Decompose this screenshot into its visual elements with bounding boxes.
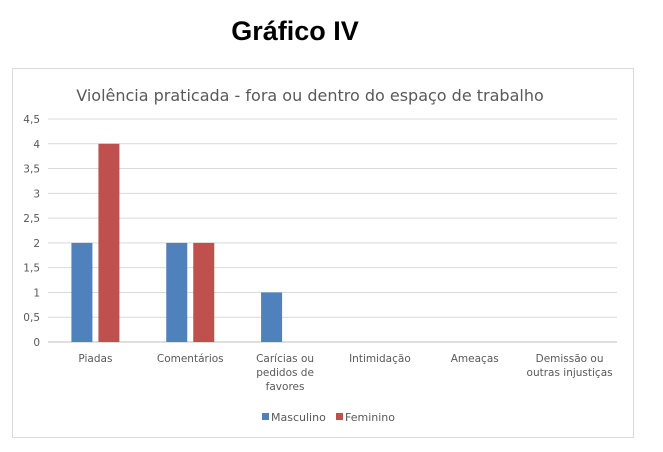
legend-swatch bbox=[336, 413, 343, 420]
legend-label: Masculino bbox=[271, 411, 326, 424]
y-tick-label: 4,5 bbox=[23, 114, 40, 126]
x-tick-label: pedidos de bbox=[256, 367, 314, 379]
bar-feminino bbox=[98, 143, 120, 342]
x-tick-label: Carícias ou bbox=[256, 353, 314, 365]
legend-label: Feminino bbox=[345, 411, 395, 424]
x-tick-label: Piadas bbox=[78, 353, 112, 365]
y-tick-label: 3,5 bbox=[23, 164, 40, 176]
y-tick-label: 0 bbox=[33, 337, 40, 349]
y-tick-label: 0,5 bbox=[23, 312, 40, 324]
chart-title: Violência praticada - fora ou dentro do … bbox=[76, 86, 544, 105]
bar-feminino bbox=[193, 242, 215, 342]
bar-masculino bbox=[71, 242, 93, 342]
x-tick-label: outras injustiças bbox=[527, 367, 613, 379]
x-tick-label: Comentários bbox=[157, 353, 224, 365]
bar-masculino bbox=[261, 292, 283, 342]
y-tick-label: 4 bbox=[33, 139, 40, 151]
y-tick-label: 3 bbox=[33, 188, 40, 200]
legend-swatch bbox=[262, 413, 269, 420]
x-tick-label: Intimidação bbox=[349, 353, 411, 365]
y-tick-label: 2,5 bbox=[23, 213, 40, 225]
y-tick-label: 2 bbox=[33, 238, 40, 250]
bar-masculino bbox=[166, 242, 188, 342]
y-tick-label: 1,5 bbox=[23, 263, 40, 275]
x-tick-label: favores bbox=[266, 381, 305, 393]
x-tick-label: Ameaças bbox=[451, 353, 499, 365]
y-tick-label: 1 bbox=[33, 287, 40, 299]
x-tick-label: Demissão ou bbox=[536, 353, 604, 365]
page-heading: Gráfico IV bbox=[231, 16, 359, 46]
